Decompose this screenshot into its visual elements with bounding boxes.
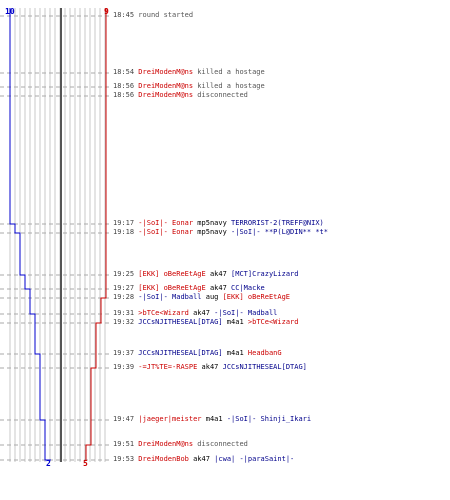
event-time: 19:47 (113, 415, 135, 423)
event-text-part: [EKK] oBeReEtAgE (138, 270, 206, 278)
red-team-end-count: 5 (83, 459, 88, 468)
event-text-part: m4a1 (222, 318, 248, 326)
blue-team-start-count: 10 (5, 7, 15, 16)
event-time: 19:31 (113, 309, 135, 317)
event-text-part: aug (201, 293, 223, 301)
event-row: 19:37 JCCsNJITHESEAL[DTAG] m4a1 HeadbanG (113, 349, 282, 358)
event-text-part: ak47 (197, 363, 223, 371)
event-text-part: disconnected (193, 440, 248, 448)
event-row: 19:51 DreiModenM@ns disconnected (113, 440, 248, 449)
event-text-part: killed a hostage (193, 82, 265, 90)
event-text-part: m4a1 (222, 349, 248, 357)
red-team-alive-line (85, 8, 107, 460)
event-text-part: |cwa| -|paraSaint|- (214, 455, 295, 463)
event-time: 19:25 (113, 270, 135, 278)
event-text-part: -|SoI|- Shinji_Ikari (226, 415, 312, 423)
event-text-part: CC|Macke (231, 284, 265, 292)
event-time: 19:37 (113, 349, 135, 357)
event-text-part: JCCsNJITHESEAL[DTAG] (138, 318, 223, 326)
event-time: 18:56 (113, 91, 135, 99)
event-text-part: DreiModenBob (138, 455, 189, 463)
event-text-part: TERRORIST-2(TREFF@NIX) (231, 219, 324, 227)
event-text-part: ak47 (188, 455, 215, 463)
event-row: 19:53 DreiModenBob ak47 |cwa| -|paraSain… (113, 455, 294, 464)
event-text-part: m4a1 (201, 415, 227, 423)
event-text-part: mp5navy (193, 219, 232, 227)
event-row: 19:27 [EKK] oBeReEtAgE ak47 CC|Macke (113, 284, 265, 293)
event-row: 19:28 -|SoI|- Madball aug [EKK] oBeReEtA… (113, 293, 290, 302)
event-text-part: -=JT%TE=-RASPE (138, 363, 198, 371)
event-text-part: ak47 (188, 309, 215, 317)
blue-team-end-count: 2 (46, 459, 51, 468)
event-row: 18:54 DreiModenM@ns killed a hostage (113, 68, 265, 77)
event-text-part: JCCsNJITHESEAL[DTAG] (138, 349, 223, 357)
event-row: 19:17 -|SoI|- Eonar mp5navy TERRORIST-2(… (113, 219, 324, 228)
blue-team-alive-line (9, 8, 51, 461)
event-text-part: ak47 (205, 270, 232, 278)
event-time: 19:53 (113, 455, 135, 463)
event-time: 19:32 (113, 318, 135, 326)
event-text-part: >bTCe<Wizard (247, 318, 299, 326)
event-row: 19:18 -|SoI|- Eonar mp5navy -|SoI|- **P(… (113, 228, 328, 237)
event-time: 19:17 (113, 219, 135, 227)
red-team-start-count: 9 (104, 7, 109, 16)
event-row: 19:39 -=JT%TE=-RASPE ak47 JCCsNJITHESEAL… (113, 363, 307, 372)
event-text-part: DreiModenM@ns (138, 440, 194, 448)
event-time: 18:54 (113, 68, 135, 76)
event-text-part: killed a hostage (193, 68, 265, 76)
event-time: 18:56 (113, 82, 135, 90)
event-text-part: [MCT]CrazyLizard (231, 270, 299, 278)
event-time: 19:27 (113, 284, 135, 292)
event-text-part: [EKK] oBeReEtAgE (138, 284, 206, 292)
event-time: 19:28 (113, 293, 135, 301)
event-row: 18:45 round started (113, 11, 193, 20)
event-row: 18:56 DreiModenM@ns disconnected (113, 91, 248, 100)
event-text-part: -|SoI|- Eonar (138, 228, 194, 236)
event-row: 19:25 [EKK] oBeReEtAgE ak47 [MCT]CrazyLi… (113, 270, 298, 279)
event-text-part: -|SoI|- Madball (214, 309, 278, 317)
event-text-part: ak47 (205, 284, 232, 292)
event-text-part: |jaeger|meister (138, 415, 202, 423)
event-text-part: [EKK] oBeReEtAgE (222, 293, 291, 301)
event-row: 18:56 DreiModenM@ns killed a hostage (113, 82, 265, 91)
event-text-part: DreiModenM@ns (138, 91, 194, 99)
event-text-part: -|SoI|- Madball (138, 293, 202, 301)
event-time: 19:18 (113, 228, 135, 236)
event-text-part: mp5navy (193, 228, 232, 236)
event-text-part: DreiModenM@ns (138, 82, 194, 90)
event-text-part: -|SoI|- Eonar (138, 219, 194, 227)
event-row: 19:47 |jaeger|meister m4a1 -|SoI|- Shinj… (113, 415, 311, 424)
event-text-part: disconnected (193, 91, 248, 99)
event-time: 19:51 (113, 440, 135, 448)
event-text-part: round started (138, 11, 194, 19)
event-text-part: JCCsNJITHESEAL[DTAG] (222, 363, 307, 371)
event-text-part: -|SoI|- **P(L@DIN** *t* (231, 228, 328, 236)
event-text-part: HeadbanG (247, 349, 282, 357)
event-text-part: DreiModenM@ns (138, 68, 194, 76)
event-row: 19:31 >bTCe<Wizard ak47 -|SoI|- Madball (113, 309, 277, 318)
event-text-part: >bTCe<Wizard (138, 309, 189, 317)
event-time: 19:39 (113, 363, 135, 371)
event-time: 18:45 (113, 11, 135, 19)
event-row: 19:32 JCCsNJITHESEAL[DTAG] m4a1 >bTCe<Wi… (113, 318, 298, 327)
